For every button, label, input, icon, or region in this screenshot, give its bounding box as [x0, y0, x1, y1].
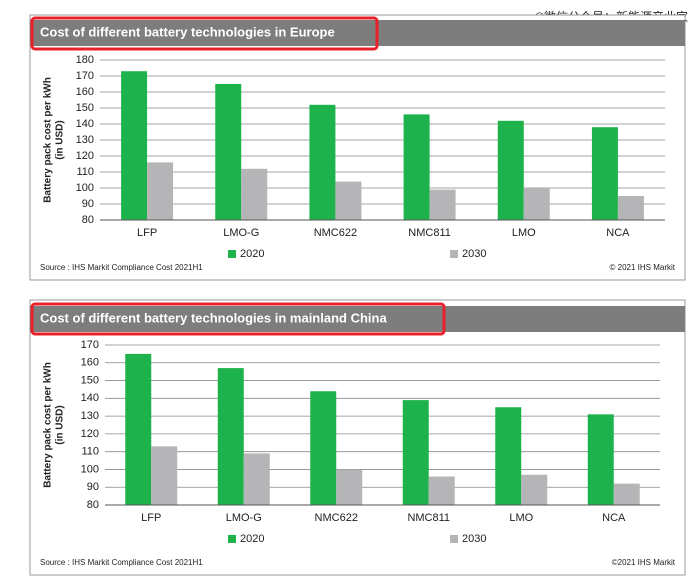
y-tick-label: 170 [76, 70, 94, 82]
y-tick-label: 160 [81, 357, 99, 369]
y-tick-label: 120 [76, 150, 94, 162]
bar [125, 353, 152, 505]
y-tick-label: 130 [76, 134, 94, 146]
x-tick-label: NCA [602, 512, 626, 524]
y-tick-label: 80 [82, 214, 94, 226]
bar [521, 474, 548, 505]
x-tick-label: NCA [606, 227, 630, 239]
y-tick-label: 180 [76, 54, 94, 66]
y-tick-label: 150 [81, 374, 99, 386]
title-bar [30, 20, 685, 46]
legend-label: 2020 [240, 533, 264, 545]
bar [147, 162, 174, 220]
bar [309, 104, 336, 220]
y-axis-label: (in USD) [55, 120, 66, 159]
bar [495, 407, 522, 505]
x-tick-label: NMC622 [314, 227, 357, 239]
bar [151, 446, 178, 505]
bar [428, 476, 455, 505]
highlight-box [30, 16, 379, 51]
y-tick-label: 100 [81, 463, 99, 475]
legend-label: 2030 [462, 248, 486, 260]
y-tick-label: 100 [76, 182, 94, 194]
bar [429, 189, 456, 220]
bar [310, 391, 337, 505]
y-tick-label: 120 [81, 428, 99, 440]
y-tick-label: 110 [81, 446, 99, 458]
y-axis-label: (in USD) [55, 405, 66, 444]
x-tick-label: LMO [512, 227, 536, 239]
highlight-box [30, 302, 446, 336]
bar [217, 368, 244, 505]
bar [335, 181, 362, 220]
source: Source : IHS Markit Compliance Cost 2021… [40, 263, 203, 272]
legend-swatch [228, 535, 236, 543]
chart-title: Cost of different battery technologies i… [40, 24, 335, 39]
y-tick-label: 130 [81, 410, 99, 422]
title-bar [30, 306, 685, 332]
bar [403, 114, 430, 220]
source: Source : IHS Markit Compliance Cost 2021… [40, 558, 203, 567]
y-tick-label: 160 [76, 86, 94, 98]
y-tick-label: 170 [81, 339, 99, 351]
y-tick-label: 150 [76, 102, 94, 114]
y-axis-label: Battery pack cost per kWh [43, 77, 54, 203]
bar [215, 84, 242, 220]
legend-label: 2020 [240, 248, 264, 260]
x-tick-label: NMC811 [407, 512, 450, 524]
bar [241, 168, 268, 220]
bar [121, 71, 148, 220]
bar [587, 414, 614, 505]
copyright: ©2021 IHS Markit [612, 558, 676, 567]
bar [617, 196, 644, 220]
legend-swatch [450, 250, 458, 258]
bar [613, 483, 640, 505]
bar [591, 127, 618, 220]
y-tick-label: 90 [82, 198, 94, 210]
bar [497, 120, 524, 220]
y-tick-label: 140 [76, 118, 94, 130]
x-tick-label: LMO-G [226, 512, 262, 524]
x-tick-label: LFP [141, 512, 161, 524]
copyright: © 2021 IHS Markit [610, 263, 676, 272]
legend-swatch [228, 250, 236, 258]
bar [336, 469, 363, 505]
legend-label: 2030 [462, 533, 486, 545]
y-tick-label: 80 [87, 499, 99, 511]
bar [523, 188, 550, 220]
y-tick-label: 140 [81, 392, 99, 404]
bar [402, 400, 429, 505]
x-tick-label: LFP [137, 227, 157, 239]
chart-title: Cost of different battery technologies i… [40, 310, 387, 325]
x-tick-label: LMO-G [223, 227, 259, 239]
y-tick-label: 110 [76, 166, 94, 178]
x-tick-label: NMC622 [315, 512, 358, 524]
x-tick-label: NMC811 [408, 227, 451, 239]
x-tick-label: LMO [509, 512, 533, 524]
y-axis-label: Battery pack cost per kWh [43, 362, 54, 488]
bar [243, 453, 270, 505]
y-tick-label: 90 [87, 481, 99, 493]
legend-swatch [450, 535, 458, 543]
